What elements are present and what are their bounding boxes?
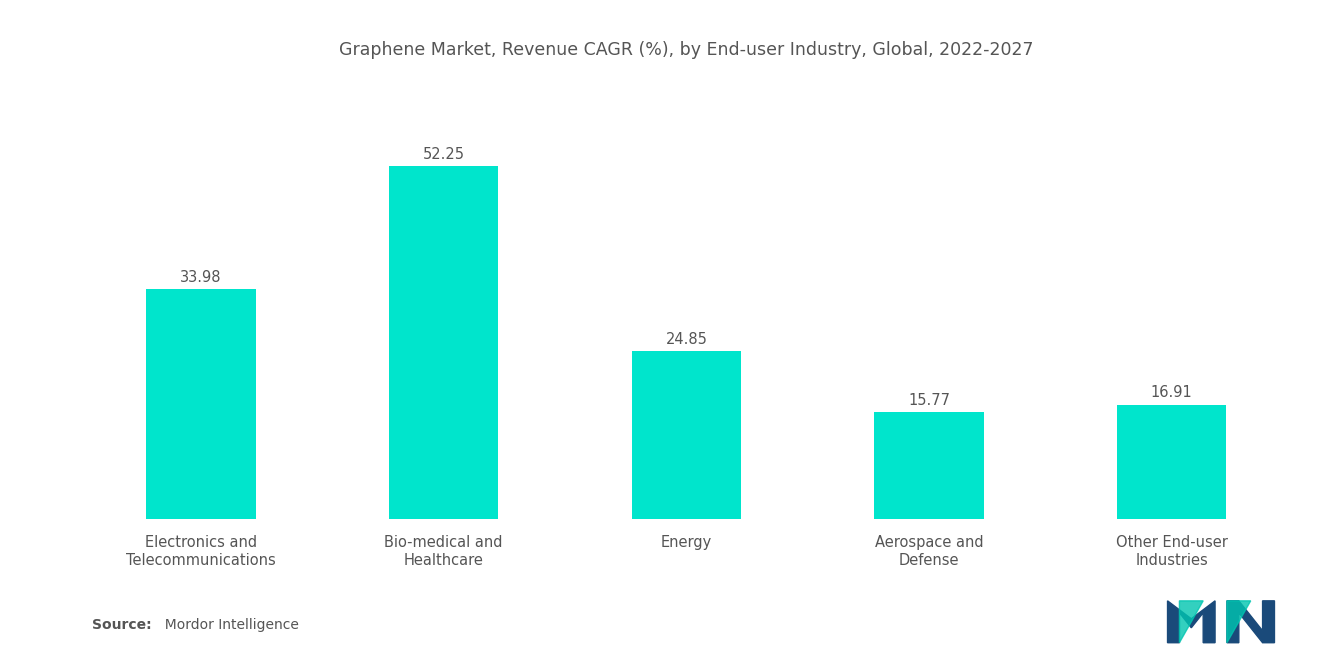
Text: 15.77: 15.77 — [908, 393, 950, 408]
Bar — [147, 289, 256, 519]
Polygon shape — [1226, 601, 1274, 642]
Text: 24.85: 24.85 — [665, 332, 708, 347]
Text: Mordor Intelligence: Mordor Intelligence — [156, 618, 298, 632]
Bar — [632, 351, 741, 519]
Text: Source:: Source: — [92, 618, 152, 632]
Bar — [1117, 404, 1226, 519]
Text: 52.25: 52.25 — [422, 147, 465, 162]
Text: 16.91: 16.91 — [1151, 386, 1193, 400]
Polygon shape — [1179, 601, 1203, 642]
Bar — [874, 412, 983, 519]
Text: 33.98: 33.98 — [181, 270, 222, 285]
Bar — [389, 166, 499, 519]
Polygon shape — [1167, 601, 1214, 642]
Title: Graphene Market, Revenue CAGR (%), by End-user Industry, Global, 2022-2027: Graphene Market, Revenue CAGR (%), by En… — [339, 41, 1034, 59]
Polygon shape — [1226, 601, 1250, 642]
